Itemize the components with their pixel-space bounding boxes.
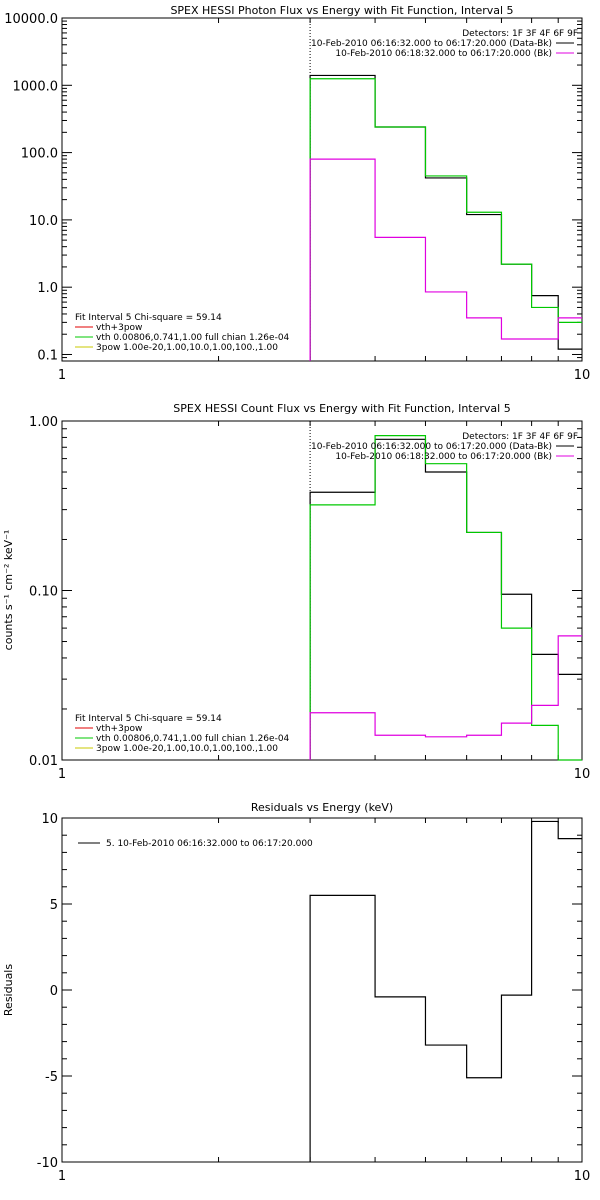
y-tick-label: -5 — [45, 1070, 58, 1085]
x-tick-label: 10 — [574, 767, 591, 782]
y-tick-label: 100.0 — [21, 147, 58, 162]
series-line-fit-vth — [309, 78, 582, 361]
series-group — [309, 820, 582, 1162]
fit-legend-header: Fit Interval 5 Chi-square = 59.14 — [75, 313, 222, 323]
chart-title: SPEX HESSI Photon Flux vs Energy with Fi… — [170, 4, 513, 17]
count-flux-panel: SPEX HESSI Count Flux vs Energy with Fit… — [2, 402, 590, 782]
photon-flux-panel: SPEX HESSI Photon Flux vs Energy with Fi… — [4, 4, 590, 383]
y-tick-label: 0.10 — [29, 585, 58, 600]
legend-entry-label: vth+3pow — [96, 724, 142, 734]
x-tick-label: 10 — [574, 368, 591, 383]
y-tick-label: 1000.0 — [13, 79, 59, 94]
y-tick-label: 1.0 — [37, 281, 58, 296]
legend-entry-label: vth+3pow — [96, 323, 142, 333]
x-tick-label: 1 — [58, 368, 66, 383]
y-tick-label: -10 — [37, 1156, 58, 1171]
series-line-bk — [309, 158, 582, 361]
legend-entry-label: 10-Feb-2010 06:18:32.000 to 06:17:20.000… — [335, 49, 552, 59]
y-tick-label: 5 — [50, 898, 58, 913]
legend-header: Detectors: 1F 3F 4F 6F 9F — [462, 29, 578, 39]
x-tick-label: 1 — [58, 767, 66, 782]
legend-entry-label: 10-Feb-2010 06:16:32.000 to 06:17:20.000… — [311, 442, 552, 452]
x-tick-label: 10 — [574, 1169, 591, 1184]
y-axis-label: Residuals — [2, 964, 15, 1016]
series-line-bk — [309, 635, 582, 760]
legend-entry-label: vth 0.00806,0.741,1.00 full chian 1.26e-… — [96, 333, 290, 343]
legend-entry-label: 10-Feb-2010 06:16:32.000 to 06:17:20.000… — [311, 39, 552, 49]
axis-ticks: 1 10 -10 -5 0 5 10 — [37, 812, 591, 1184]
y-tick-label: 10000.0 — [4, 12, 58, 27]
y-tick-label: 0.1 — [37, 348, 58, 363]
y-axis-label: counts s⁻¹ cm⁻² keV⁻¹ — [2, 530, 15, 651]
chart-title: Residuals vs Energy (keV) — [251, 801, 393, 814]
legend-entry-label: vth 0.00806,0.741,1.00 full chian 1.26e-… — [96, 734, 290, 744]
residuals-panel: Residuals vs Energy (keV) Residuals 1 10 -… — [2, 801, 590, 1184]
series-line-fit-vth — [309, 435, 582, 761]
legend-entry-label: 5. 10-Feb-2010 06:16:32.000 to 06:17:20.… — [106, 839, 313, 849]
y-tick-label: 0 — [50, 984, 58, 999]
y-tick-label: 1.00 — [29, 415, 58, 430]
legend-entry-label: 3pow 1.00e-20,1.00,10.0,1.00,100.,1.00 — [96, 744, 278, 754]
y-tick-label: 0.01 — [29, 754, 58, 769]
legend-entry-label: 3pow 1.00e-20,1.00,10.0,1.00,100.,1.00 — [96, 343, 278, 353]
y-tick-label: 10 — [41, 812, 58, 827]
legend-entry-label: 10-Feb-2010 06:18:32.000 to 06:17:20.000… — [335, 452, 552, 462]
series-line-data-bk — [309, 820, 582, 1162]
series-group — [309, 74, 582, 361]
x-tick-label: 1 — [58, 1169, 66, 1184]
legend-header: Detectors: 1F 3F 4F 6F 9F — [462, 432, 578, 442]
plot-frame — [61, 420, 583, 761]
plot-frame — [61, 817, 583, 1163]
fit-legend-header: Fit Interval 5 Chi-square = 59.14 — [75, 714, 222, 724]
series-group — [309, 435, 582, 761]
chart-title: SPEX HESSI Count Flux vs Energy with Fit… — [173, 402, 510, 415]
plot-frame — [61, 17, 583, 362]
series-line-data-bk — [309, 74, 582, 361]
y-tick-label: 10.0 — [29, 214, 58, 229]
series-line-data-bk — [309, 438, 582, 760]
